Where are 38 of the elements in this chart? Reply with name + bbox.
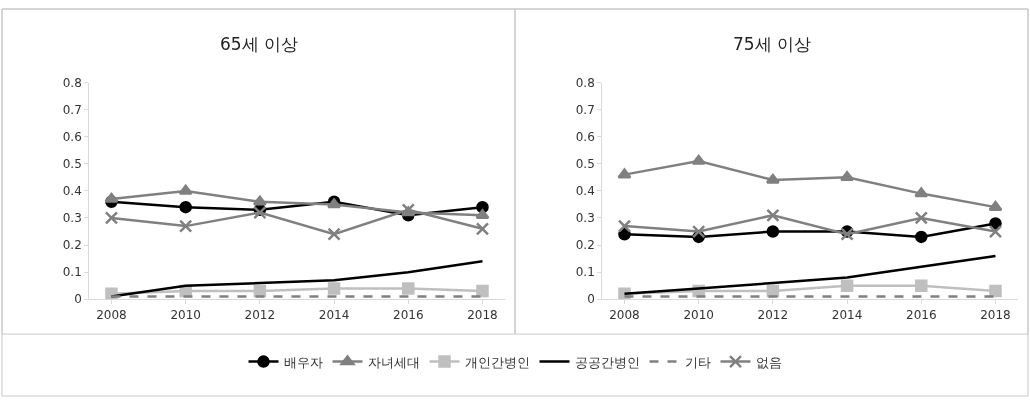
y-tick-label: 0.3 xyxy=(62,211,82,226)
y-tick-label: 0.3 xyxy=(575,211,595,226)
x-tick-label: 2008 xyxy=(609,307,640,322)
x-tick-label: 2018 xyxy=(980,307,1011,322)
legend-label: 공공간병인 xyxy=(574,354,640,370)
y-tick-label: 0 xyxy=(74,292,82,307)
y-tick-label: 0.2 xyxy=(575,238,595,253)
y-tick-label: 0 xyxy=(587,292,595,307)
x-tick-label: 2014 xyxy=(831,307,863,322)
chart-title: 65세 이상 xyxy=(220,34,299,54)
legend-label: 개인간병인 xyxy=(464,354,530,370)
legend-label: 없음 xyxy=(755,354,782,370)
x-tick-label: 2018 xyxy=(467,307,498,322)
y-tick-label: 0.1 xyxy=(62,265,82,280)
y-tick-label: 0.7 xyxy=(575,102,595,117)
y-tick-label: 0.4 xyxy=(62,184,82,199)
x-tick-label: 2014 xyxy=(318,307,350,322)
y-tick-label: 0.5 xyxy=(575,157,595,171)
y-tick-label: 0.4 xyxy=(575,184,595,199)
y-tick-label: 0.8 xyxy=(575,75,595,90)
x-tick-label: 2016 xyxy=(393,307,424,322)
y-tick-label: 0.6 xyxy=(62,129,82,144)
legend-label: 기타 xyxy=(684,354,711,370)
y-tick-label: 0.2 xyxy=(62,238,82,253)
x-tick-label: 2012 xyxy=(757,307,789,322)
y-tick-label: 0.5 xyxy=(62,157,82,171)
x-tick-label: 2016 xyxy=(906,307,937,322)
x-tick-label: 2012 xyxy=(244,307,276,322)
x-tick-label: 2008 xyxy=(96,307,127,322)
y-tick-label: 0.6 xyxy=(575,129,595,144)
y-tick-label: 0.7 xyxy=(62,102,82,117)
legend-label: 배우자 xyxy=(283,354,323,370)
legend-label: 자녀세대 xyxy=(367,354,420,370)
chart-title: 75세 이상 xyxy=(733,34,812,54)
y-tick-label: 0.8 xyxy=(62,75,82,90)
x-tick-label: 2010 xyxy=(683,307,714,322)
x-tick-label: 2010 xyxy=(170,307,201,322)
y-tick-label: 0.1 xyxy=(575,265,595,280)
